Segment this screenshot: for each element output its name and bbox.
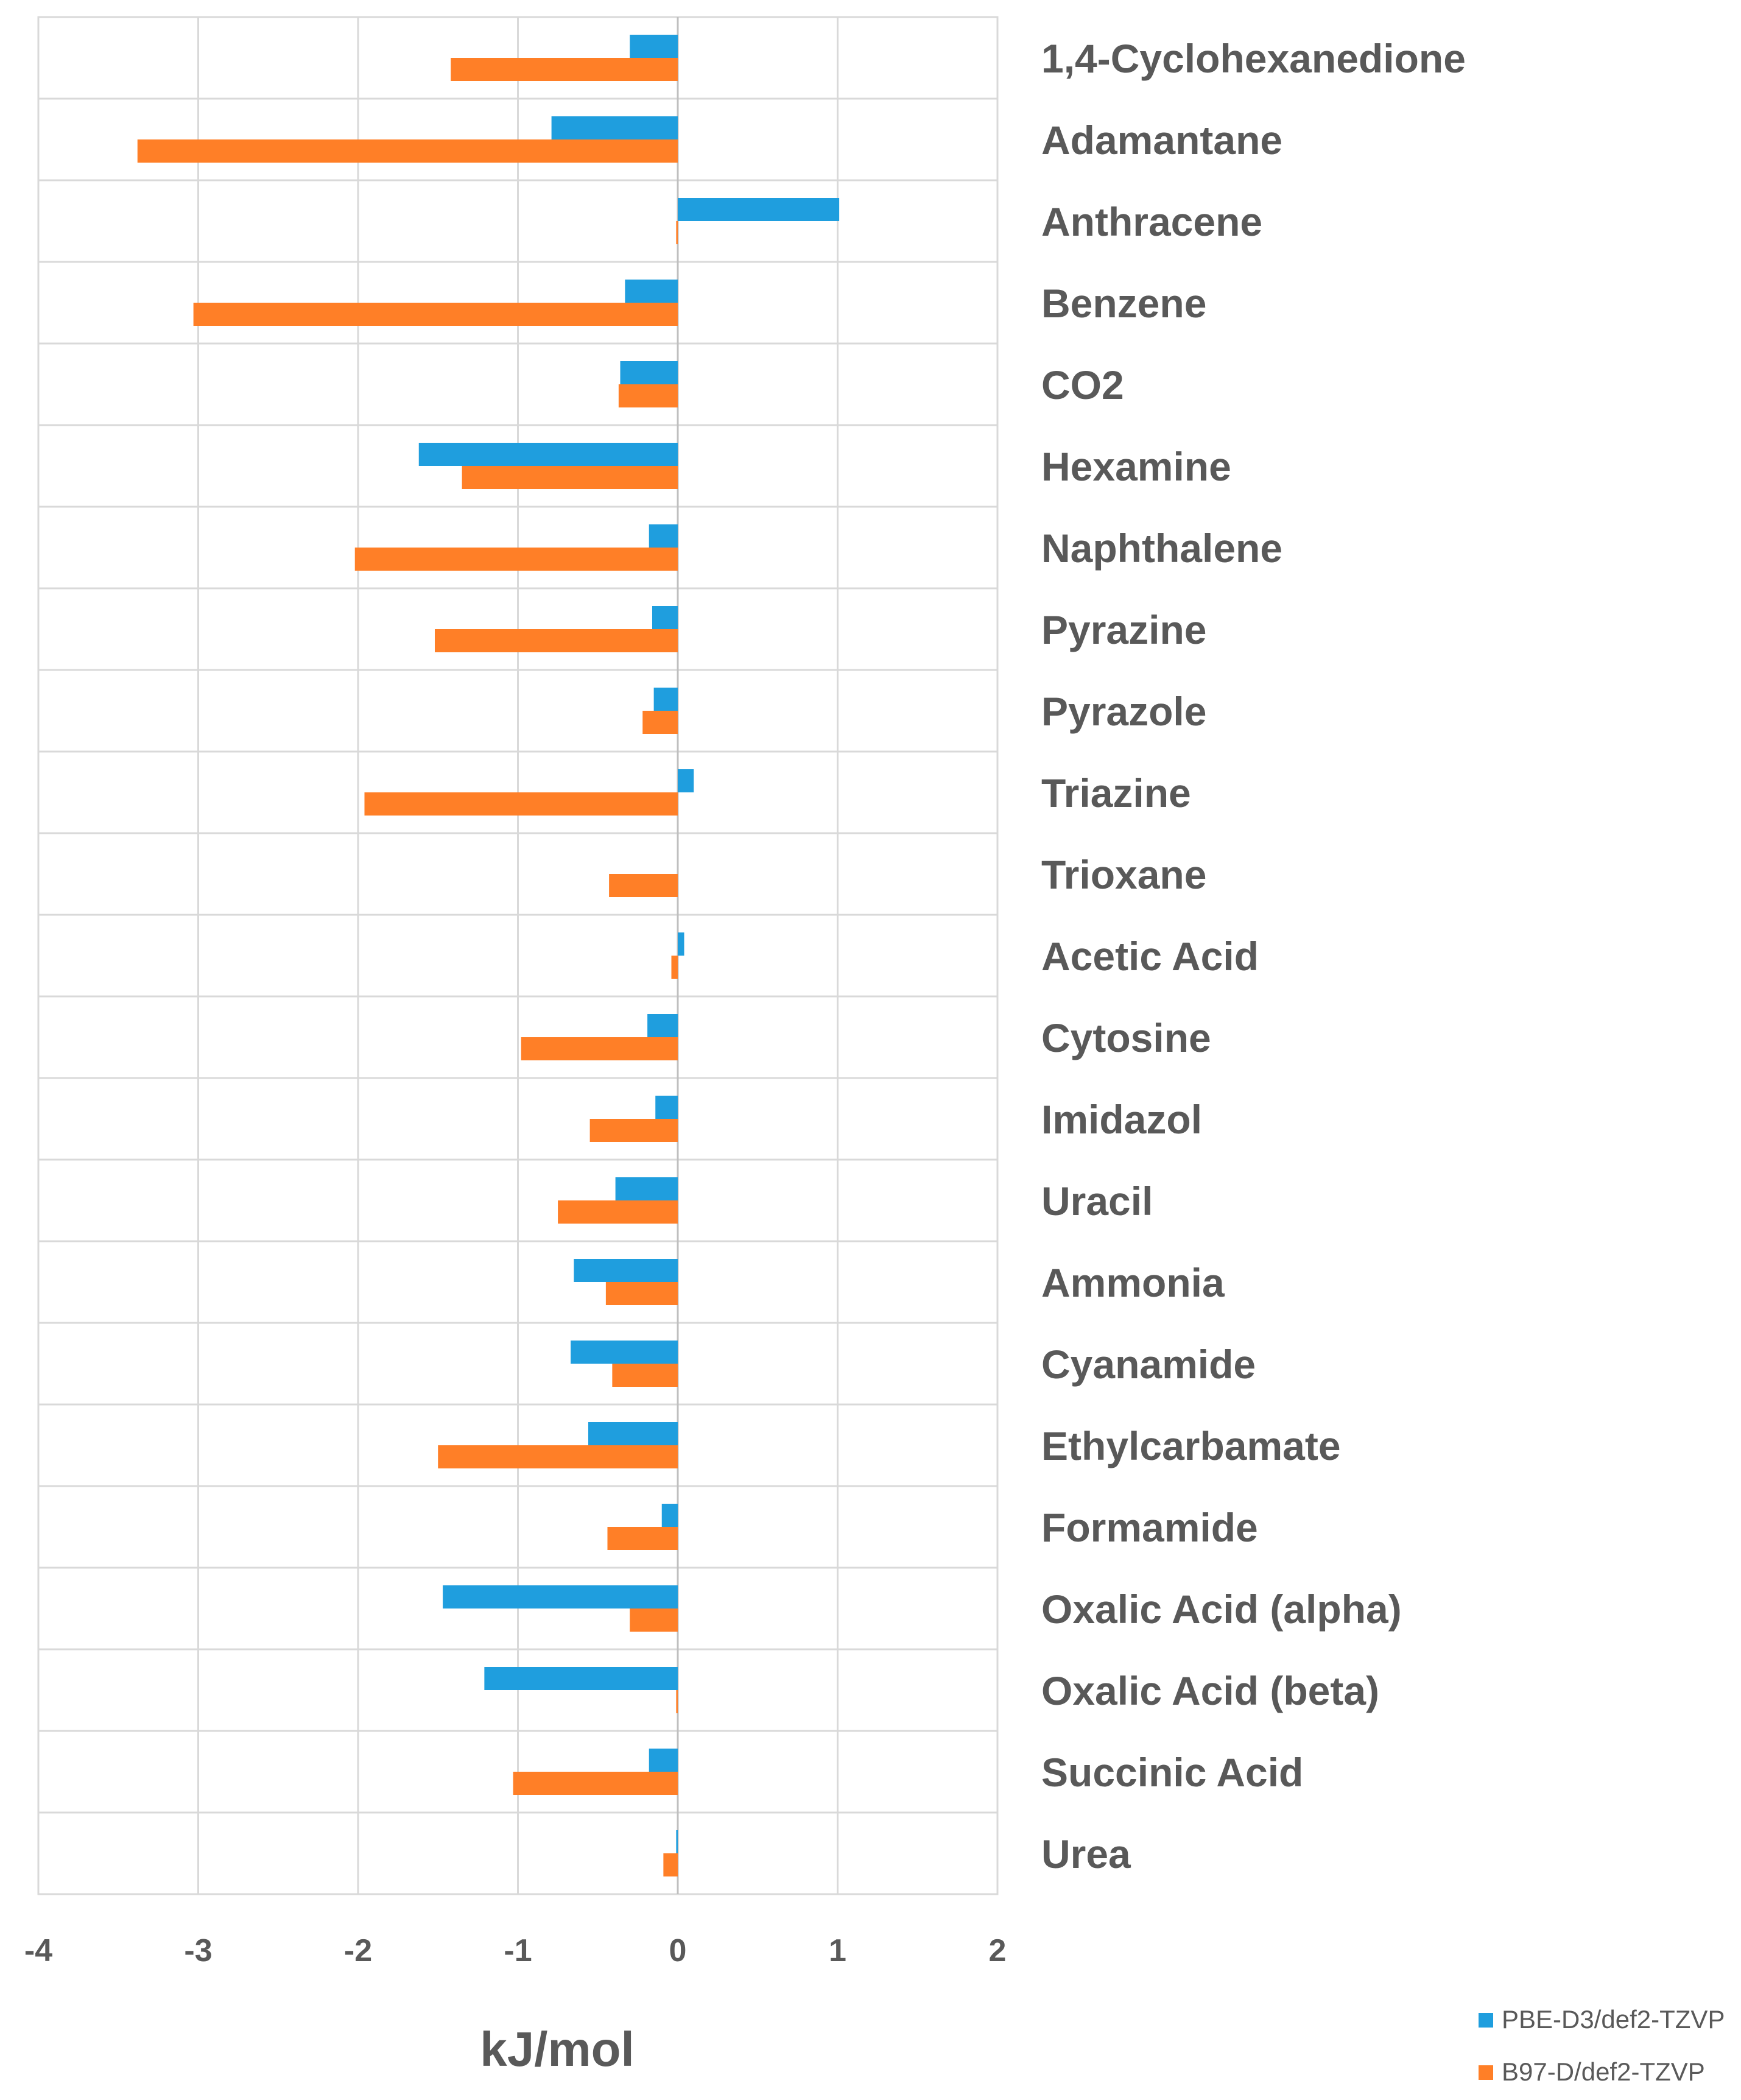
x-tick-label: -4 — [24, 1933, 52, 1968]
x-tick-label: -3 — [184, 1933, 212, 1968]
category-label-adamantane: Adamantane — [1041, 118, 1282, 163]
bar-pbe-d3-1-4-cyclohexanedione — [630, 35, 678, 58]
bar-pbe-d3-oxalic-acid-beta — [484, 1667, 678, 1690]
bar-b97-d-trioxane — [609, 874, 678, 897]
bar-pbe-d3-pyrazole — [653, 688, 678, 711]
category-label-uracil: Uracil — [1041, 1179, 1153, 1224]
legend-label-pbe-d3: PBE-D3/def2-TZVP — [1502, 2005, 1725, 2034]
bar-b97-d-formamide — [607, 1527, 678, 1550]
category-label-anthracene: Anthracene — [1041, 199, 1262, 244]
bar-b97-d-cytosine — [521, 1037, 678, 1060]
bar-pbe-d3-triazine — [678, 769, 694, 792]
bar-b97-d-benzene — [193, 303, 678, 326]
bar-b97-d-pyrazine — [435, 629, 678, 652]
legend-label-b97-d: B97-D/def2-TZVP — [1502, 2057, 1705, 2086]
bar-pbe-d3-uracil — [615, 1177, 678, 1200]
bar-b97-d-ammonia — [605, 1282, 678, 1305]
bar-b97-d-oxalic-acid-alpha — [630, 1608, 678, 1632]
bar-pbe-d3-imidazol — [655, 1096, 678, 1119]
x-tick-label: -1 — [504, 1933, 532, 1968]
category-label-benzene: Benzene — [1041, 281, 1206, 326]
bar-pbe-d3-oxalic-acid-alpha — [443, 1585, 678, 1608]
category-label-urea: Urea — [1041, 1831, 1131, 1876]
bar-b97-d-oxalic-acid-beta — [676, 1690, 678, 1713]
bar-pbe-d3-cyanamide — [571, 1341, 678, 1364]
bar-b97-d-triazine — [364, 792, 678, 816]
bar-pbe-d3-ethylcarbamate — [588, 1422, 678, 1445]
category-label-succinic-acid: Succinic Acid — [1041, 1750, 1303, 1795]
category-label-ethylcarbamate: Ethylcarbamate — [1041, 1423, 1341, 1468]
bar-layer — [137, 35, 840, 1876]
category-label-1-4-cyclohexanedione: 1,4-Cyclohexanedione — [1041, 36, 1466, 81]
bar-b97-d-adamantane — [137, 139, 678, 163]
bar-b97-d-1-4-cyclohexanedione — [451, 58, 678, 81]
legend-swatch-pbe-d3 — [1479, 2013, 1493, 2028]
bar-pbe-d3-co2 — [620, 361, 678, 384]
category-label-trioxane: Trioxane — [1041, 852, 1206, 897]
bar-pbe-d3-benzene — [625, 280, 678, 303]
bar-b97-d-hexamine — [462, 466, 678, 489]
legend-swatch-b97-d — [1479, 2065, 1493, 2080]
category-label-co2: CO2 — [1041, 362, 1124, 407]
bar-b97-d-anthracene — [676, 221, 678, 244]
category-label-formamide: Formamide — [1041, 1505, 1258, 1550]
bar-b97-d-succinic-acid — [513, 1772, 678, 1795]
bar-b97-d-urea — [663, 1853, 678, 1876]
label-layer: -4 -3 -2 -1 0 1 2 1,4-Cyclohexanedione Adamantan… — [24, 36, 1466, 1968]
category-label-oxalic-acid-alpha: Oxalic Acid (alpha) — [1041, 1587, 1402, 1632]
bar-b97-d-acetic-acid — [671, 956, 678, 979]
bar-b97-d-cyanamide — [612, 1364, 678, 1387]
category-label-cytosine: Cytosine — [1041, 1015, 1211, 1060]
bar-pbe-d3-formamide — [661, 1504, 678, 1527]
bar-pbe-d3-anthracene — [678, 198, 840, 221]
category-label-imidazol: Imidazol — [1041, 1097, 1202, 1142]
bar-pbe-d3-pyrazine — [652, 606, 678, 629]
category-label-triazine: Triazine — [1041, 770, 1191, 816]
bar-b97-d-co2 — [618, 384, 678, 407]
bar-pbe-d3-ammonia — [574, 1259, 678, 1282]
bar-pbe-d3-hexamine — [418, 443, 678, 466]
bar-pbe-d3-adamantane — [551, 116, 678, 139]
category-label-ammonia: Ammonia — [1041, 1260, 1225, 1305]
category-label-oxalic-acid-beta: Oxalic Acid (beta) — [1041, 1668, 1379, 1713]
bar-pbe-d3-succinic-acid — [649, 1749, 678, 1772]
bar-b97-d-imidazol — [589, 1119, 678, 1142]
bar-pbe-d3-cytosine — [647, 1014, 678, 1037]
x-tick-label: -2 — [344, 1933, 372, 1968]
x-tick-label: 2 — [989, 1933, 1007, 1968]
x-tick-label: 0 — [669, 1933, 687, 1968]
bar-pbe-d3-naphthalene — [649, 524, 678, 548]
category-label-pyrazole: Pyrazole — [1041, 689, 1206, 734]
grid-layer — [37, 16, 999, 1895]
bar-b97-d-pyrazole — [642, 711, 678, 734]
category-label-naphthalene: Naphthalene — [1041, 526, 1282, 571]
bar-pbe-d3-acetic-acid — [678, 932, 684, 956]
bar-b97-d-uracil — [558, 1200, 678, 1224]
category-label-hexamine: Hexamine — [1041, 444, 1231, 489]
x-tick-label: 1 — [829, 1933, 846, 1968]
bar-b97-d-naphthalene — [354, 548, 678, 571]
bar-b97-d-ethylcarbamate — [438, 1445, 678, 1468]
legend: PBE-D3/def2-TZVP B97-D/def2-TZVP — [1479, 2005, 1725, 2086]
x-axis-title: kJ/mol — [480, 2022, 634, 2076]
category-label-pyrazine: Pyrazine — [1041, 607, 1206, 652]
category-label-cyanamide: Cyanamide — [1041, 1342, 1256, 1387]
bar-pbe-d3-urea — [676, 1830, 678, 1853]
category-label-acetic-acid: Acetic Acid — [1041, 934, 1259, 979]
